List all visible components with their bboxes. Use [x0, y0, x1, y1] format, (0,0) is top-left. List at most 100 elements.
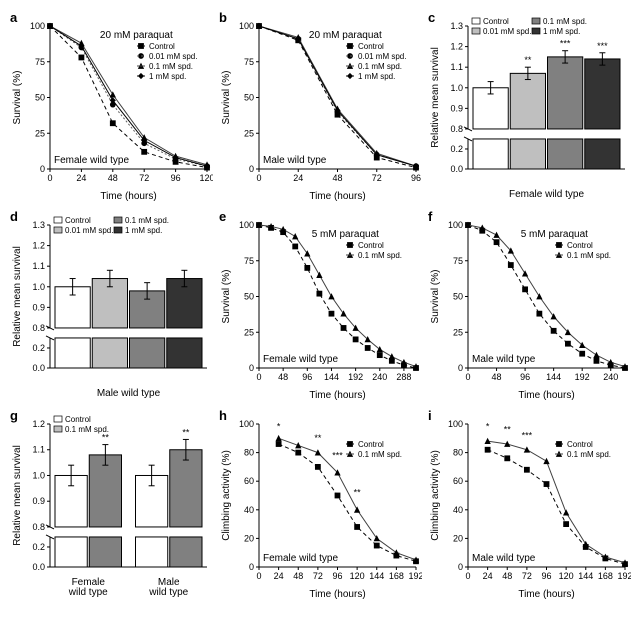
legend-item: 0.1 mM spd.: [65, 425, 109, 434]
bar: [89, 537, 121, 567]
svg-text:1.2: 1.2: [32, 419, 45, 429]
legend-item: 1 mM spd.: [358, 72, 395, 81]
bar: [167, 338, 202, 368]
chart-title: 5 mM paraquat: [312, 229, 379, 240]
svg-text:192: 192: [575, 372, 590, 382]
legend-item: 0.01 mM spd.: [149, 52, 197, 61]
svg-text:25: 25: [453, 327, 463, 337]
legend-item: 1 mM spd.: [125, 226, 162, 235]
panel-label: i: [428, 408, 432, 423]
svg-text:100: 100: [448, 220, 463, 230]
panel-d: d0.80.91.01.11.21.30.00.2Relative mean s…: [8, 207, 213, 402]
svg-text:0.2: 0.2: [450, 144, 463, 154]
bar: [170, 450, 202, 527]
svg-text:1.0: 1.0: [450, 83, 463, 93]
svg-text:0: 0: [40, 164, 45, 174]
panel-label: d: [10, 209, 18, 224]
svg-text:75: 75: [244, 57, 254, 67]
svg-text:1.1: 1.1: [32, 261, 45, 271]
svg-text:60: 60: [244, 476, 254, 486]
svg-text:120: 120: [559, 571, 574, 581]
sig-mark: **: [504, 425, 512, 435]
chart: 0255075100024487296120Time (hours)Surviv…: [8, 8, 213, 203]
inner-label: Male wild type: [472, 553, 536, 564]
chart-title: 20 mM paraquat: [309, 30, 382, 41]
svg-text:1.0: 1.0: [32, 470, 45, 480]
svg-text:48: 48: [293, 571, 303, 581]
series-line: [259, 26, 416, 168]
series-line: [259, 26, 416, 166]
panel-label: e: [219, 209, 226, 224]
sig-mark: *: [277, 422, 281, 432]
bar: [473, 139, 508, 169]
series-line: [50, 26, 207, 165]
series-line: [259, 26, 416, 166]
svg-text:0.0: 0.0: [450, 164, 463, 174]
inner-label: Male wild type: [263, 155, 327, 166]
svg-text:50: 50: [453, 292, 463, 302]
svg-text:48: 48: [108, 173, 118, 183]
svg-text:0: 0: [47, 173, 52, 183]
chart: 020406080100024487296120144168192Time (h…: [426, 406, 631, 601]
svg-text:0: 0: [256, 173, 261, 183]
legend-item: Control: [567, 241, 593, 250]
bar: [55, 338, 90, 368]
legend-item: 0.1 mM spd.: [567, 251, 611, 260]
ylabel: Relative mean survival: [12, 246, 23, 347]
svg-text:48: 48: [332, 173, 342, 183]
legend-item: 0.01 mM spd.: [358, 52, 406, 61]
svg-text:96: 96: [171, 173, 181, 183]
legend-item: 0.1 mM spd.: [358, 450, 402, 459]
svg-text:0: 0: [465, 571, 470, 581]
svg-text:168: 168: [389, 571, 404, 581]
svg-text:0.0: 0.0: [32, 562, 45, 572]
legend-item: Control: [358, 440, 384, 449]
svg-text:96: 96: [302, 372, 312, 382]
svg-text:75: 75: [244, 256, 254, 266]
bar: [585, 139, 620, 169]
svg-text:120: 120: [199, 173, 213, 183]
svg-text:288: 288: [396, 372, 411, 382]
svg-text:0.8: 0.8: [32, 323, 45, 333]
sig-mark: **: [314, 433, 322, 443]
ylabel: Survival (%): [430, 270, 441, 324]
chart: 0255075100024487296Time (hours)Survival …: [217, 8, 422, 203]
bar: [130, 338, 165, 368]
legend-item: Control: [65, 415, 91, 424]
chart: 025507510004896144192240288Time (hours)S…: [217, 207, 422, 402]
svg-text:0: 0: [249, 363, 254, 373]
xlabel: Female wild type: [509, 189, 584, 200]
series-line: [468, 225, 625, 367]
xlabel: Time (hours): [309, 191, 365, 202]
svg-text:100: 100: [239, 419, 254, 429]
svg-text:72: 72: [372, 173, 382, 183]
svg-text:100: 100: [30, 21, 45, 31]
panel-label: b: [219, 10, 227, 25]
svg-text:0.2: 0.2: [32, 343, 45, 353]
xlabel: Time (hours): [309, 589, 365, 600]
chart: 025507510004896144192240Time (hours)Surv…: [426, 207, 631, 402]
svg-text:1.3: 1.3: [32, 220, 45, 230]
sig-mark: ***: [597, 41, 608, 51]
panel-h: h020406080100024487296120144168192Time (…: [217, 406, 422, 601]
series-line: [279, 444, 416, 561]
svg-text:0: 0: [256, 372, 261, 382]
panel-label: c: [428, 10, 435, 25]
svg-text:40: 40: [453, 505, 463, 515]
svg-text:1.2: 1.2: [450, 42, 463, 52]
sig-mark: **: [524, 55, 532, 65]
ylabel: Relative mean survival: [12, 445, 23, 546]
svg-text:120: 120: [350, 571, 365, 581]
legend-item: 0.1 mM spd.: [543, 17, 587, 26]
group-xlabel: wild type: [68, 587, 108, 598]
svg-text:100: 100: [239, 21, 254, 31]
legend-item: 0.01 mM spd.: [483, 27, 531, 36]
legend-item: Control: [358, 241, 384, 250]
sig-mark: ***: [332, 450, 343, 460]
sig-mark: **: [354, 488, 362, 498]
ylabel: Climbing activity (%): [221, 450, 232, 541]
legend-item: 0.1 mM spd.: [125, 216, 169, 225]
svg-text:50: 50: [244, 93, 254, 103]
ylabel: Survival (%): [221, 270, 232, 324]
xlabel: Time (hours): [518, 589, 574, 600]
